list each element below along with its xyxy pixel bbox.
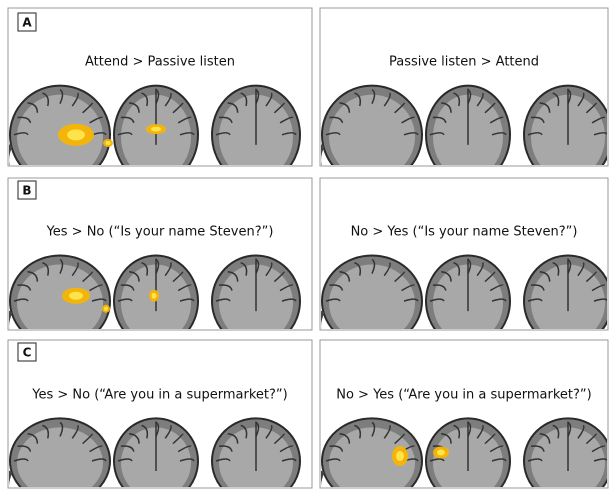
panel-title: Passive listen > Attend	[389, 55, 539, 70]
brain-images	[6, 86, 300, 184]
activation-core	[437, 450, 445, 456]
activation-core	[67, 129, 85, 140]
brain-images	[6, 256, 300, 347]
brain-images	[318, 256, 610, 347]
panel-title: Yes > No (“Are you in a supermarket?”)	[31, 388, 288, 403]
panel-label: A	[22, 16, 32, 30]
brain-images	[6, 418, 300, 490]
panel-label: B	[22, 184, 31, 198]
page: Attend > Passive listen Passive listen > …	[0, 0, 610, 490]
activation-core	[106, 141, 111, 145]
panel-label: C	[23, 346, 32, 360]
activation-core	[152, 293, 157, 299]
panel-title: Attend > Passive listen	[85, 55, 235, 70]
panel-title: Yes > No (“Is your name Steven?”)	[46, 225, 274, 240]
figure: Attend > Passive listen Passive listen > …	[0, 0, 610, 490]
brain-images	[318, 86, 610, 184]
activation-core	[69, 292, 83, 300]
activation-core	[151, 127, 161, 132]
activation-core	[396, 451, 404, 461]
panel-title: No > Yes (“Is your name Steven?”)	[351, 225, 578, 240]
brain-images	[318, 418, 610, 490]
panel-title: No > Yes (“Are you in a supermarket?”)	[336, 388, 592, 403]
activation-core	[104, 307, 108, 311]
